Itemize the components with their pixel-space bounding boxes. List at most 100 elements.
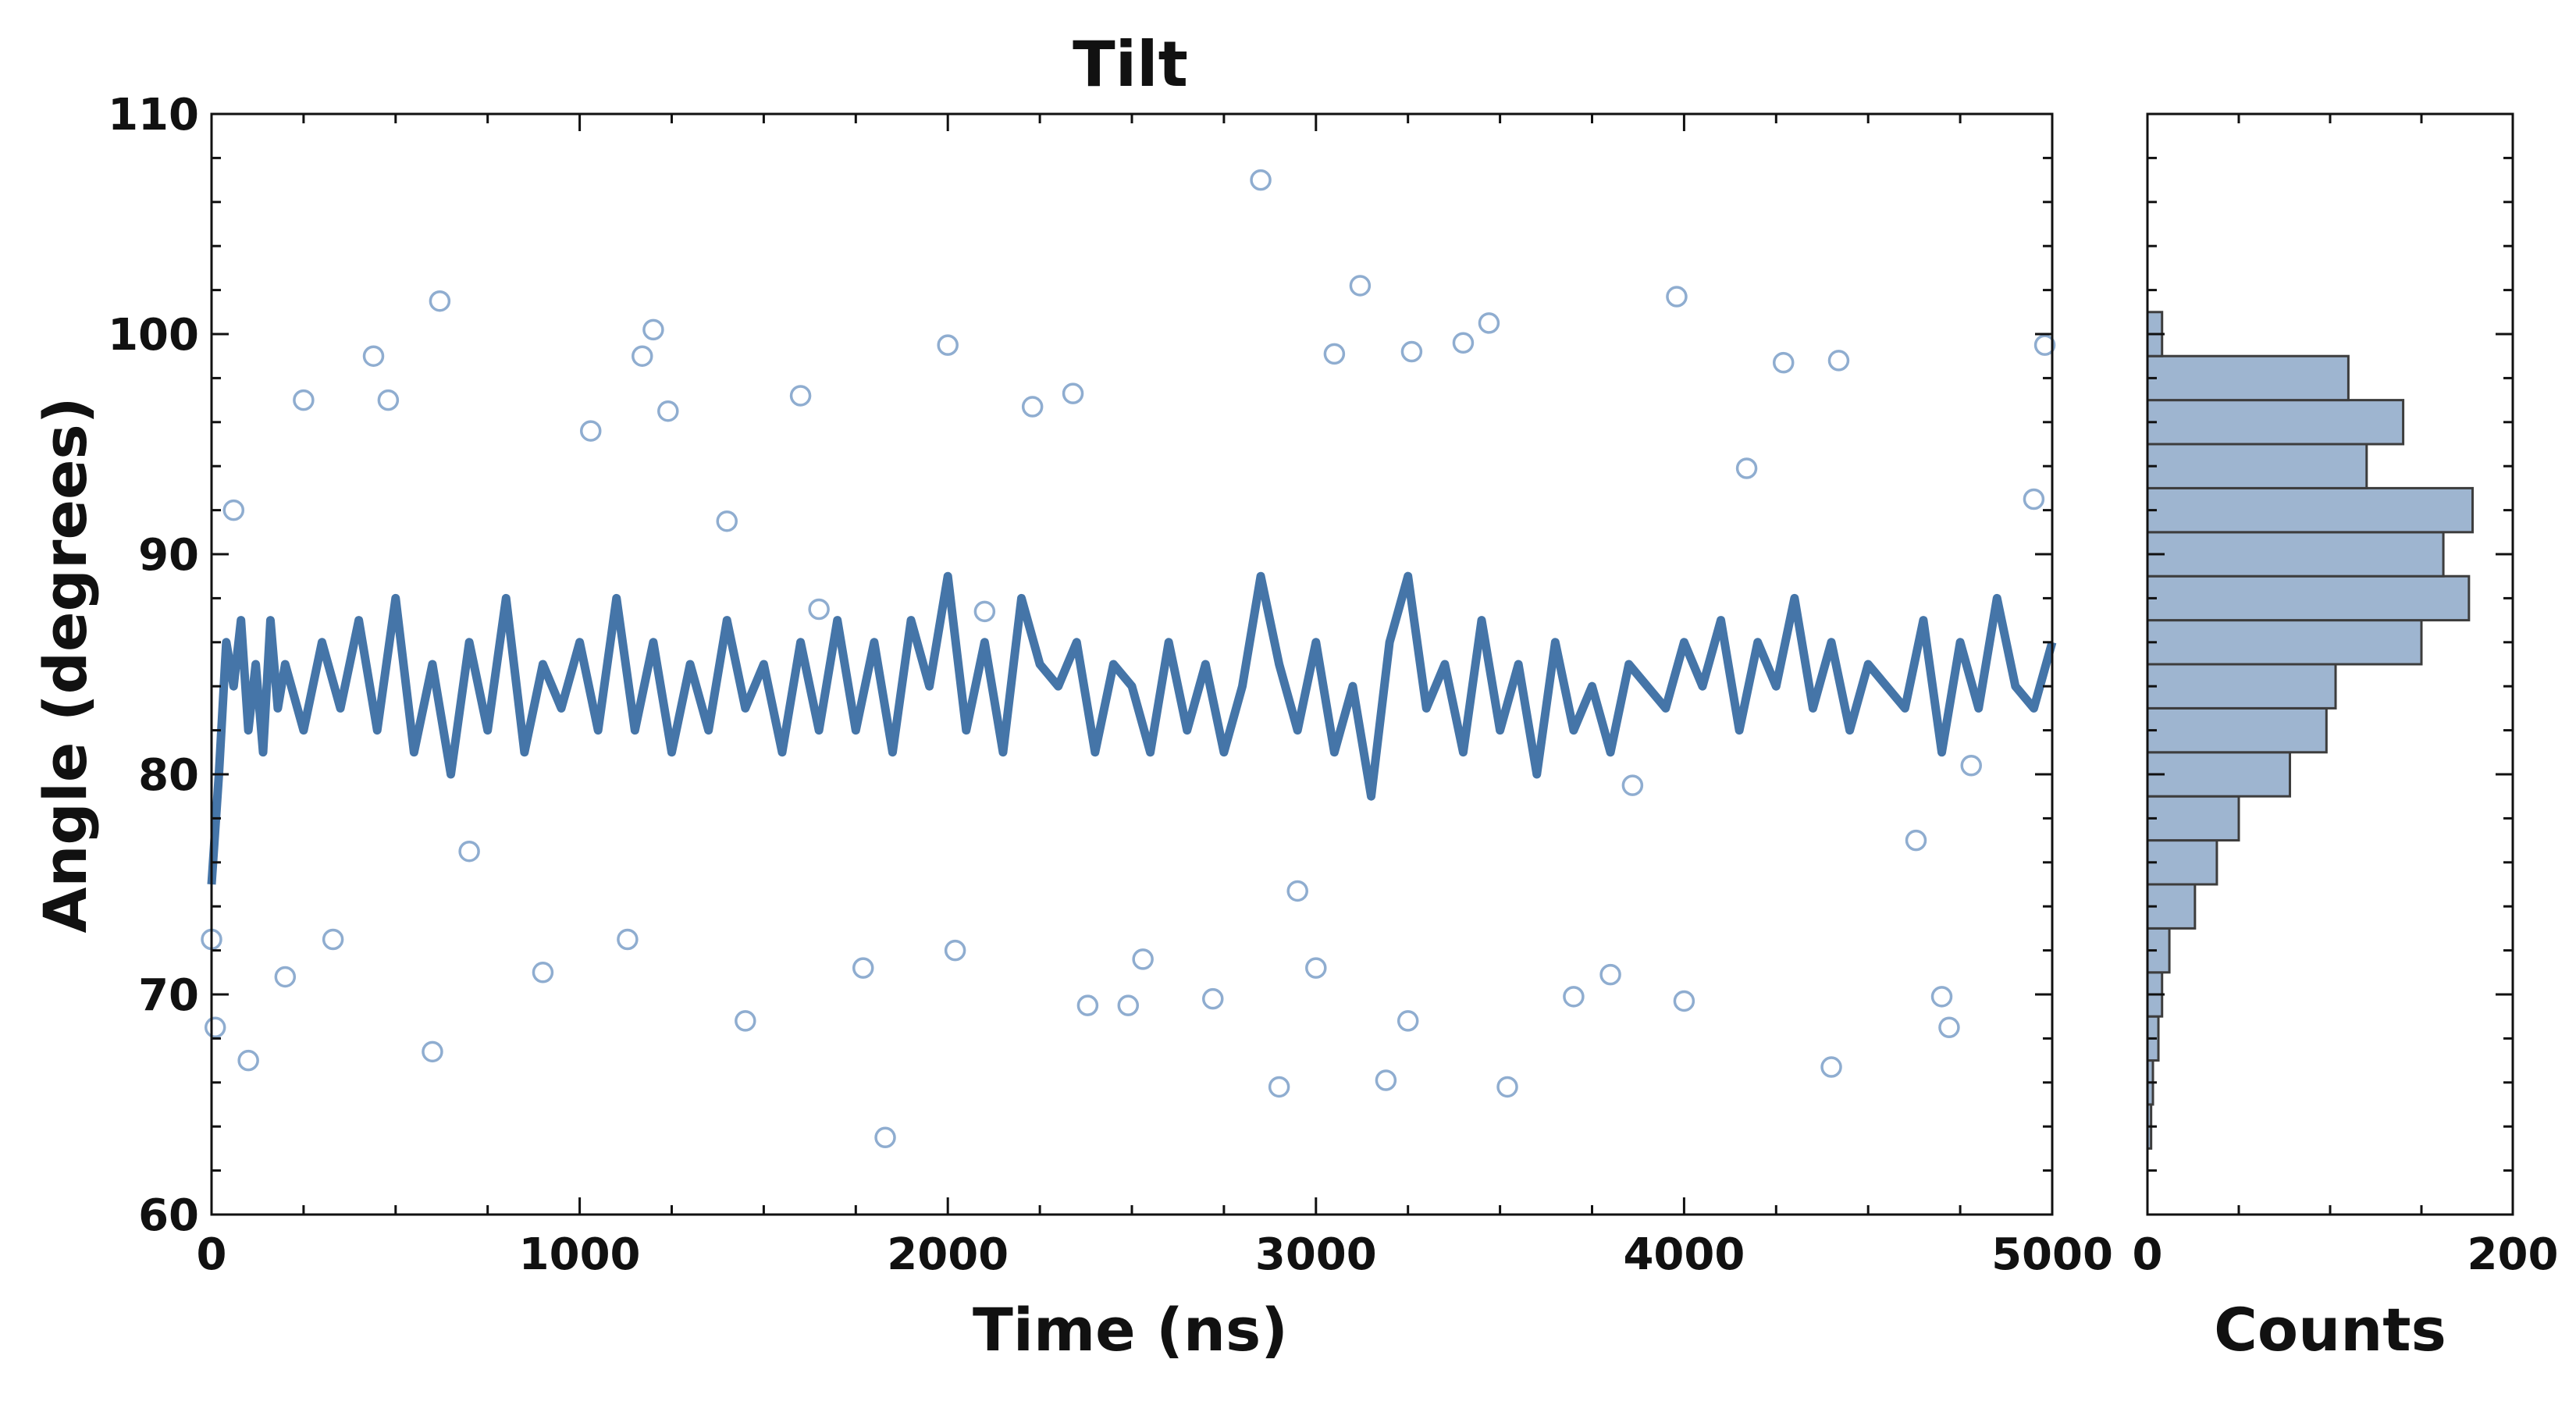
scatter-point [1117, 994, 1140, 1016]
scatter-point [1452, 332, 1475, 354]
scatter-point [1827, 350, 1850, 372]
y-axis-label: Angle (degrees) [30, 397, 100, 933]
scatter-point [1400, 340, 1423, 363]
x-axis-label: Time (ns) [973, 1295, 1288, 1364]
y-tick-label: 110 [108, 90, 199, 140]
scatter-point [735, 1010, 756, 1032]
scatter-point [657, 400, 679, 422]
scatter-point [617, 928, 639, 951]
histogram-bar [2146, 574, 2471, 622]
scatter-point [1673, 990, 1695, 1012]
scatter-point [716, 510, 738, 532]
x-tick-label: 4000 [1623, 1229, 1745, 1280]
scatter-point [429, 290, 451, 312]
scatter-point [1305, 957, 1327, 979]
scatter-point [852, 957, 874, 979]
scatter-point [789, 385, 812, 407]
x-tick-label: 5000 [1991, 1229, 2113, 1280]
scatter-point [2033, 334, 2056, 356]
histogram-bar [2146, 486, 2475, 534]
scatter-points [201, 169, 2056, 1149]
scatter-point [377, 389, 400, 411]
scatter-point [1960, 754, 1982, 777]
scatter-point [1820, 1056, 1842, 1078]
scatter-point [322, 928, 344, 951]
scatter-point [808, 598, 830, 621]
histogram-bars [2146, 311, 2475, 1150]
scatter-point [222, 499, 245, 521]
histogram-bar [2146, 399, 2405, 446]
scatter-point [632, 345, 653, 367]
scatter-point [1076, 994, 1099, 1016]
histogram-plot: 0 200 [2133, 112, 2559, 1280]
scatter-point [1375, 1069, 1397, 1091]
scatter-point [579, 420, 602, 442]
scatter-point [293, 389, 315, 411]
scatter-point [1938, 1016, 1960, 1039]
main-plot: 0 1000 2000 3000 4000 5000 60 70 80 90 100 110 [108, 90, 2113, 1280]
scatter-point [1772, 351, 1795, 374]
scatter-point [1666, 286, 1688, 308]
scatter-point [944, 939, 966, 962]
scatter-point [1021, 396, 1044, 418]
x-tick-label: 3000 [1255, 1229, 1377, 1280]
histogram-bar [2146, 795, 2240, 842]
y-tick-label: 90 [138, 530, 199, 581]
scatter-point [1563, 986, 1585, 1008]
histogram-bar [2146, 619, 2423, 666]
scatter-point [973, 600, 996, 623]
scatter-point [532, 962, 554, 984]
histogram-x-label: Counts [2214, 1295, 2446, 1364]
histogram-bar [2146, 706, 2328, 754]
scatter-point [362, 345, 385, 367]
scatter-point [458, 840, 480, 863]
scatter-point [237, 1049, 259, 1072]
histogram-bar [2146, 663, 2337, 710]
scatter-point [1062, 382, 1084, 404]
scatter-point [2023, 488, 2045, 510]
scatter-point [1397, 1010, 1419, 1032]
scatter-point [1478, 312, 1500, 334]
histogram-bar [2146, 531, 2445, 578]
scatter-point [874, 1126, 896, 1149]
y-tick-label: 70 [138, 970, 199, 1021]
chart-title: Tilt [1073, 28, 1188, 101]
scatter-point [204, 1016, 226, 1039]
histogram-bar [2146, 839, 2218, 886]
scatter-point [1349, 275, 1372, 297]
histogram-x-tick-label: 0 [2133, 1229, 2163, 1280]
scatter-point [1286, 880, 1308, 902]
scatter-point [1132, 948, 1154, 970]
scatter-point [1250, 169, 1272, 191]
histogram-bar [2146, 751, 2292, 798]
scatter-point [1599, 963, 1621, 986]
scatter-point [642, 318, 664, 341]
tick-labels: 0 1000 2000 3000 4000 5000 60 70 80 90 100 110 [108, 90, 2113, 1280]
y-tick-label: 80 [138, 750, 199, 801]
histogram-ticks [2146, 112, 2514, 1216]
y-tick-label: 60 [138, 1190, 199, 1241]
scatter-point [1496, 1076, 1518, 1098]
scatter-point [1202, 987, 1224, 1010]
scatter-point [1268, 1076, 1290, 1098]
histogram-bar [2146, 443, 2368, 489]
y-tick-label: 100 [108, 310, 199, 361]
plot-frame [210, 112, 2054, 1216]
scatter-point [1735, 457, 1758, 479]
series-line [207, 571, 2057, 885]
scatter-point [1905, 829, 1927, 852]
histogram-bar [2146, 354, 2350, 402]
scatter-point [1621, 774, 1644, 796]
x-tick-label: 1000 [519, 1229, 641, 1280]
scatter-point [274, 966, 297, 988]
histogram-x-tick-label: 200 [2467, 1229, 2559, 1280]
histogram-tick-labels: 0 200 [2133, 1229, 2559, 1280]
x-tick-label: 0 [197, 1229, 227, 1280]
x-tick-label: 2000 [887, 1229, 1009, 1280]
scatter-point [1323, 343, 1346, 365]
axis-ticks [210, 112, 2054, 1216]
scatter-point [1930, 986, 1953, 1008]
scatter-point [937, 334, 959, 356]
scatter-point [422, 1040, 443, 1063]
